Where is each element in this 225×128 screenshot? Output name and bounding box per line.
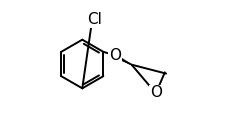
Text: O: O	[108, 48, 120, 63]
Text: Cl: Cl	[87, 12, 101, 27]
Text: O: O	[149, 85, 161, 100]
